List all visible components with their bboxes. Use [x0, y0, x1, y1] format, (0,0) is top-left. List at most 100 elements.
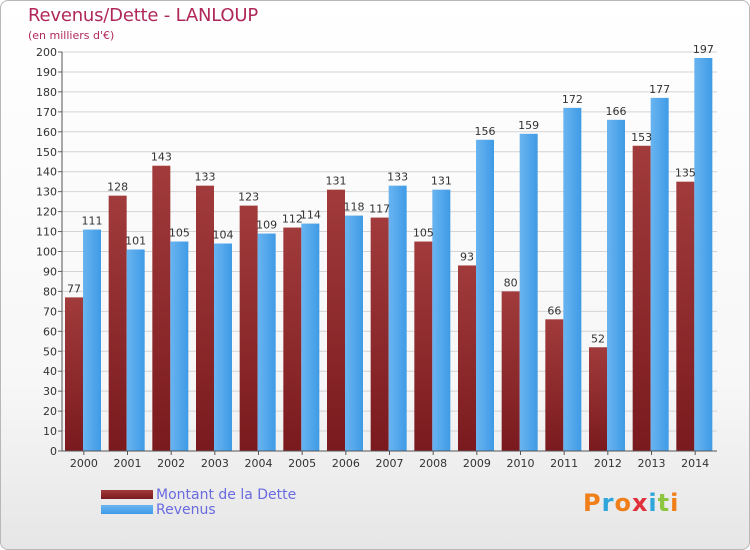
bar-debt-2003: [196, 185, 214, 452]
data-label-revenue-2000: 111: [82, 215, 103, 228]
x-tick-label: 2003: [201, 457, 229, 470]
bar-debt-2007: [370, 217, 389, 451]
bar-debt-2004: [239, 205, 258, 451]
bar-revenue-2000: [83, 229, 101, 451]
data-label-revenue-2012: 166: [606, 105, 627, 118]
bar-debt-2011: [545, 319, 564, 451]
data-label-debt-2003: 133: [195, 171, 216, 184]
data-label-debt-2004: 123: [238, 191, 259, 204]
bar-revenue-2011: [563, 107, 582, 452]
bar-revenue-2004: [257, 233, 276, 451]
data-label-debt-2000: 77: [67, 282, 81, 295]
y-tick-label: 50: [43, 345, 57, 358]
chart-subtitle: (en milliers d'€): [28, 29, 115, 42]
x-tick-label: 2014: [681, 457, 709, 470]
bar-revenue-2012: [607, 119, 625, 451]
bar-debt-2010: [501, 291, 520, 451]
logo-letter: x: [631, 489, 649, 517]
y-tick-label: 60: [43, 325, 57, 338]
bar-revenue-2001: [126, 249, 145, 451]
data-label-debt-2009: 93: [460, 250, 474, 263]
x-tick-label: 2007: [376, 457, 404, 470]
y-tick-label: 10: [43, 425, 57, 438]
logo-letter: r: [601, 489, 615, 517]
y-tick-label: 170: [36, 106, 57, 119]
bar-debt-2009: [458, 265, 476, 451]
data-label-revenue-2008: 131: [431, 175, 452, 188]
y-tick-label: 80: [43, 285, 57, 298]
bar-revenue-2014: [694, 57, 713, 452]
data-label-revenue-2010: 159: [518, 119, 539, 132]
data-label-debt-2002: 143: [151, 151, 172, 164]
legend-swatch-debt: [101, 490, 153, 499]
bar-debt-2001: [108, 195, 127, 451]
y-tick-label: 150: [36, 146, 57, 159]
logo-letter: P: [583, 489, 602, 517]
data-label-revenue-2001: 101: [125, 235, 146, 248]
x-tick-label: 2008: [419, 457, 447, 470]
data-label-debt-2005: 112: [282, 213, 303, 226]
y-tick-label: 0: [50, 445, 57, 458]
data-label-revenue-2014: 197: [693, 43, 714, 56]
x-tick-label: 2006: [332, 457, 360, 470]
logo-letter: i: [670, 489, 680, 517]
data-label-revenue-2009: 156: [475, 125, 496, 138]
bar-revenue-2005: [301, 223, 320, 451]
data-label-debt-2006: 131: [326, 175, 347, 188]
y-tick-label: 190: [36, 66, 57, 79]
bar-debt-2000: [65, 297, 83, 451]
bar-revenue-2010: [519, 133, 538, 452]
logo-letter: t: [657, 489, 671, 517]
y-tick-label: 140: [36, 166, 57, 179]
chart-title: Revenus/Dette - LANLOUP: [28, 5, 259, 26]
data-label-debt-2013: 153: [631, 131, 652, 144]
data-label-debt-2011: 66: [547, 304, 561, 317]
y-tick-label: 70: [43, 305, 57, 318]
data-label-revenue-2006: 118: [344, 201, 365, 214]
x-tick-label: 2012: [594, 457, 622, 470]
bar-debt-2002: [152, 165, 171, 451]
y-tick-label: 200: [36, 46, 57, 59]
x-tick-label: 2011: [550, 457, 578, 470]
bar-revenue-2006: [345, 215, 363, 451]
y-tick-label: 110: [36, 226, 57, 239]
y-tick-label: 40: [43, 365, 57, 378]
data-label-revenue-2011: 172: [562, 93, 583, 106]
data-label-debt-2014: 135: [675, 167, 696, 180]
x-tick-label: 2002: [157, 457, 185, 470]
bar-revenue-2007: [388, 185, 407, 452]
bars: [65, 57, 713, 452]
bar-revenue-2002: [170, 241, 189, 451]
legend-label-debt: Montant de la Dette: [156, 487, 297, 503]
data-label-revenue-2004: 109: [256, 219, 277, 232]
bar-debt-2014: [676, 181, 695, 452]
data-label-revenue-2013: 177: [649, 83, 670, 96]
bar-revenue-2003: [214, 243, 232, 451]
data-label-debt-2007: 117: [369, 203, 390, 216]
logo-letter: o: [614, 489, 632, 517]
data-label-debt-2001: 128: [107, 181, 128, 194]
bar-revenue-2008: [432, 189, 451, 451]
bar-debt-2008: [414, 241, 433, 451]
x-tick-label: 2005: [288, 457, 316, 470]
x-tick-label: 2000: [70, 457, 98, 470]
x-tick-label: 2001: [114, 457, 142, 470]
y-tick-label: 20: [43, 405, 57, 418]
y-tick-label: 30: [43, 385, 57, 398]
bar-debt-2013: [632, 145, 651, 451]
y-tick-label: 90: [43, 265, 57, 278]
y-tick-label: 100: [36, 246, 57, 259]
bar-debt-2005: [283, 227, 302, 451]
data-label-revenue-2002: 105: [169, 227, 190, 240]
data-label-revenue-2003: 104: [213, 229, 234, 242]
bar-revenue-2009: [476, 139, 494, 451]
x-tick-label: 2010: [507, 457, 535, 470]
y-tick-label: 130: [36, 186, 57, 199]
data-label-revenue-2007: 133: [387, 171, 408, 184]
bar-debt-2006: [327, 189, 345, 451]
axes: 0 10 20 30 40 50 60 70 80 90 100 110 120 130 140 150 160…: [36, 46, 717, 470]
data-label-revenue-2005: 114: [300, 209, 321, 222]
y-tick-label: 180: [36, 86, 57, 99]
